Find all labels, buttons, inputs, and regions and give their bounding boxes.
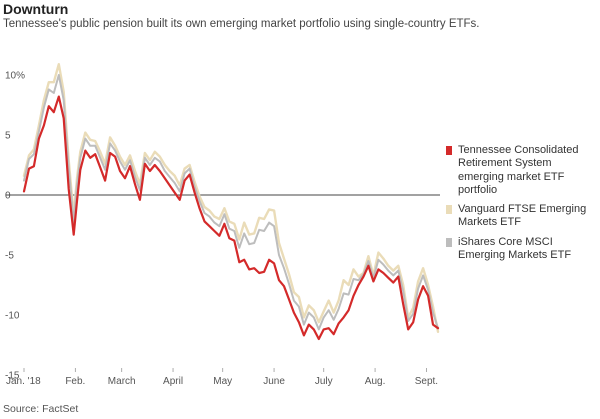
series-lines [22, 62, 440, 341]
y-tick-label: -15 [5, 371, 20, 382]
series-line-tennessee-portfolio [22, 95, 440, 341]
x-tick-label: Aug. [365, 376, 386, 387]
legend-label: Tennessee Consolidated Retirement System… [458, 144, 579, 196]
series-line-vanguard-ftse [22, 62, 440, 333]
x-tick-label: Feb. [65, 376, 85, 387]
legend-item: Tennessee Consolidated Retirement System… [446, 144, 596, 197]
y-tick-label: 5 [5, 131, 11, 142]
x-tick-label: Jan. '18 [6, 376, 41, 387]
legend-item: iShares Core MSCI Emerging Markets ETF [446, 236, 596, 263]
legend-item: Vanguard FTSE Emerging Markets ETF [446, 203, 596, 230]
legend-label: iShares Core MSCI Emerging Markets ETF [458, 235, 572, 262]
legend-swatch [446, 146, 452, 155]
x-axis: Jan. '18 Feb. March April May June July Aug. Sep… [6, 368, 438, 387]
y-axis: 10% 5 0 -5 -10 -15 [5, 71, 25, 382]
chart-subtitle: Tennessee's public pension built its own… [3, 18, 480, 30]
source-note: Source: FactSet [3, 403, 79, 415]
y-tick-label: 0 [5, 191, 11, 202]
legend-swatch [446, 205, 452, 215]
x-tick-label: Sept. [415, 376, 438, 387]
x-tick-label: March [108, 376, 136, 387]
x-tick-label: May [213, 376, 232, 387]
y-tick-label: -10 [5, 311, 20, 322]
x-tick-label: April [163, 376, 183, 387]
y-tick-label: 10% [5, 71, 25, 82]
legend-swatch [446, 237, 452, 247]
legend-label: Vanguard FTSE Emerging Markets ETF [458, 203, 587, 229]
legend: Tennessee Consolidated Retirement System… [446, 144, 596, 268]
x-tick-label: July [315, 376, 333, 387]
x-tick-label: June [263, 376, 285, 387]
chart-title: Downturn [3, 1, 69, 17]
series-line-ishares-msci [23, 74, 439, 331]
y-tick-label: -5 [5, 251, 14, 262]
